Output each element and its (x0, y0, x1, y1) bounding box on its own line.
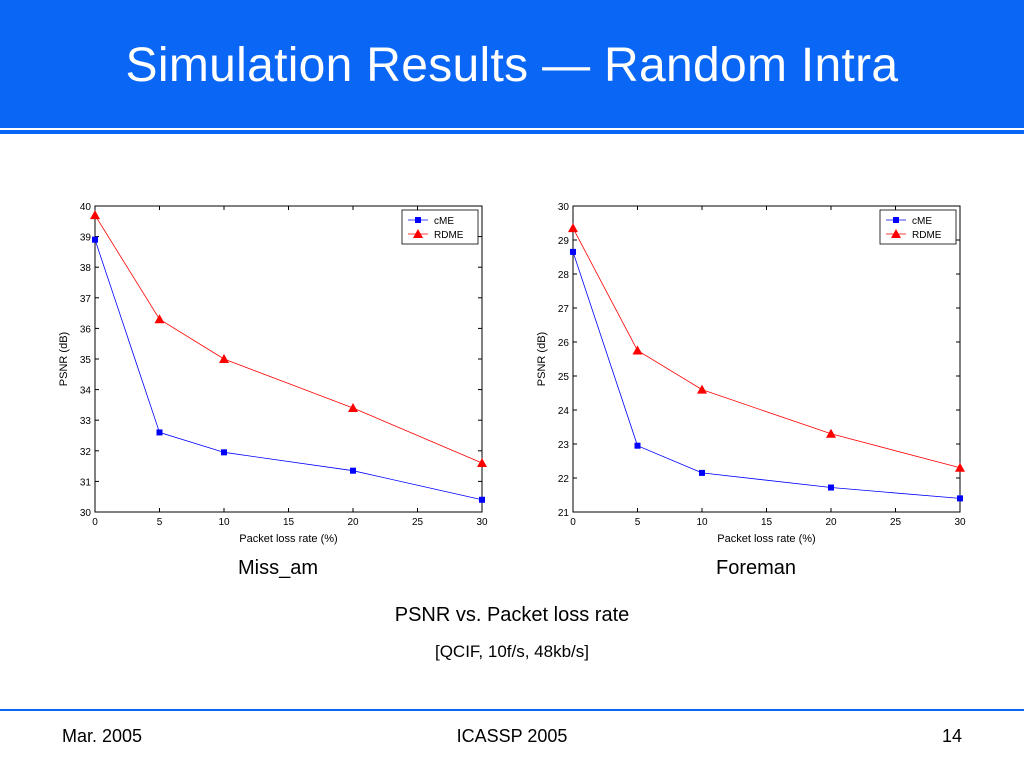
slide-title: Simulation Results — Random Intra (125, 39, 899, 92)
y-tick-label: 30 (558, 202, 570, 213)
data-point-cme (92, 236, 98, 243)
title-bar (0, 0, 1024, 128)
data-point-rdme (90, 210, 100, 220)
data-point-rdme (632, 345, 643, 355)
data-point-rdme (568, 223, 578, 233)
y-tick-label: 21 (558, 508, 570, 519)
y-tick-label: 24 (558, 406, 570, 417)
data-point-cme (221, 449, 227, 456)
y-tick-label: 30 (80, 508, 92, 519)
y-tick-label: 33 (80, 416, 92, 427)
data-point-rdme (826, 428, 836, 438)
x-tick-label: 30 (476, 517, 488, 528)
y-tick-label: 36 (80, 324, 92, 335)
x-tick-label: 0 (570, 517, 576, 528)
plot-area (572, 205, 961, 513)
footer-date: Mar. 2005 (62, 726, 143, 746)
plot-area (94, 205, 483, 513)
legend-label-rdme: RDME (912, 230, 942, 241)
data-point-cme (570, 248, 576, 255)
sub-caption: [QCIF, 10f/s, 48kb/s] (434, 642, 589, 661)
y-tick-label: 35 (80, 355, 92, 366)
y-tick-label: 39 (80, 233, 92, 244)
x-tick-label: 15 (761, 517, 773, 528)
x-tick-label: 30 (954, 517, 966, 528)
y-axis-label: PSNR (dB) (58, 332, 70, 386)
x-tick-label: 25 (890, 517, 902, 528)
legend-label-cme: cME (912, 216, 932, 227)
legend-label-rdme: RDME (434, 230, 464, 241)
y-tick-label: 22 (558, 474, 570, 485)
y-tick-label: 29 (558, 236, 570, 247)
title-divider (0, 130, 1024, 134)
legend-marker-rdme (891, 229, 901, 238)
y-tick-label: 28 (558, 270, 570, 281)
legend-label-cme: cME (434, 216, 454, 227)
x-tick-label: 15 (283, 517, 295, 528)
chart-foreman: 0 5 10 15 20 25 30 21 22 23 24 25 26 27 28 29 30 Packet l… (536, 202, 966, 545)
y-tick-label: 34 (80, 386, 92, 397)
data-point-rdme (697, 384, 707, 394)
data-point-rdme (219, 354, 229, 363)
x-tick-label: 10 (696, 517, 708, 528)
data-point-cme (634, 442, 641, 449)
footer-conference: ICASSP 2005 (456, 726, 568, 746)
y-tick-label: 38 (80, 263, 92, 274)
x-tick-label: 5 (635, 517, 641, 528)
y-tick-label: 31 (80, 477, 92, 488)
main-caption: PSNR vs. Packet loss rate (394, 604, 630, 626)
x-tick-label: 20 (825, 517, 837, 528)
x-tick-label: 25 (412, 517, 424, 528)
chart-title-miss-am: Miss_am (237, 557, 318, 579)
chart-title-foreman: Foreman (715, 557, 797, 579)
data-point-rdme (955, 462, 965, 472)
legend-marker-rdme (413, 229, 423, 238)
footer-page-number: 14 (941, 726, 962, 746)
legend-box (401, 209, 479, 245)
y-tick-label: 37 (80, 294, 92, 305)
x-tick-label: 0 (92, 517, 98, 528)
y-tick-label: 27 (558, 304, 570, 315)
chart-miss-am: 0 5 10 15 20 25 30 30 31 32 33 34 35 36 37 38 39 40 Packet… (58, 202, 488, 545)
y-tick-label: 40 (80, 202, 92, 213)
x-tick-label: 20 (347, 517, 359, 528)
data-point-rdme (154, 314, 165, 324)
data-point-cme (350, 467, 356, 474)
x-axis-label: Packet loss rate (%) (717, 533, 815, 545)
y-tick-label: 26 (558, 338, 570, 349)
y-tick-label: 25 (558, 372, 570, 383)
x-tick-label: 5 (157, 517, 163, 528)
data-point-cme (156, 429, 163, 436)
legend-marker-cme (415, 217, 421, 223)
x-axis-label: Packet loss rate (%) (239, 533, 337, 545)
legend-box (879, 209, 957, 245)
data-point-rdme (348, 402, 358, 412)
x-tick-label: 10 (218, 517, 230, 528)
legend-marker-cme (893, 217, 899, 223)
data-point-cme (957, 495, 963, 502)
data-point-cme (479, 496, 485, 503)
data-point-cme (828, 484, 834, 491)
y-axis-label: PSNR (dB) (536, 332, 548, 386)
y-tick-label: 32 (80, 447, 92, 458)
footer-divider (0, 709, 1024, 711)
y-tick-label: 23 (558, 440, 570, 451)
data-point-cme (699, 469, 705, 476)
data-point-rdme (477, 458, 487, 468)
